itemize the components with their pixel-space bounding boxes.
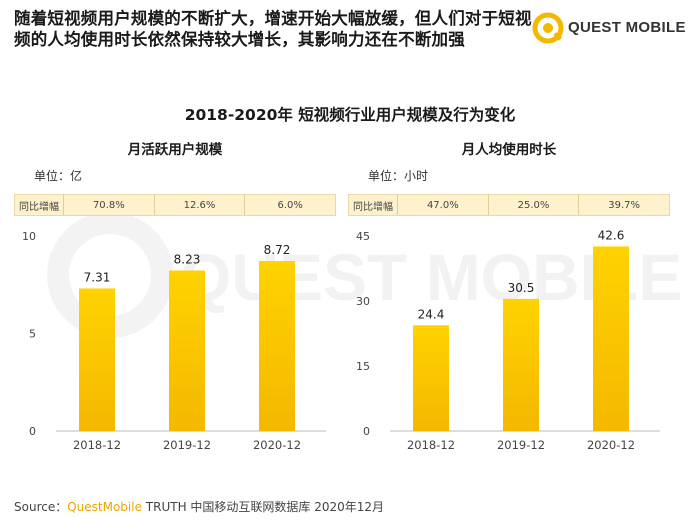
x-tick-label: 2019-12 bbox=[163, 438, 211, 452]
main-title: 2018-2020年 短视频行业用户规模及行为变化 bbox=[184, 106, 516, 124]
chart-title: 月活跃用户规模 bbox=[127, 142, 223, 158]
bar-chart: 0 5 10 7.31 2018-12 8.23 2019-12 8.72 2020-12 bbox=[22, 230, 326, 452]
chart-panel-mau: 月活跃用户规模 单位：亿 同比增幅 70.8% 12.6% 6.0% 0 5 10 7… bbox=[14, 130, 336, 470]
source-brand: QuestMobile bbox=[67, 500, 142, 514]
x-tick-label: 2020-12 bbox=[253, 438, 301, 452]
source-note: Source：QuestMobile TRUTH 中国移动互联网数据库 2020… bbox=[14, 498, 384, 515]
x-tick-label: 2020-12 bbox=[587, 438, 635, 452]
y-tick-label: 0 bbox=[363, 425, 370, 438]
data-label: 30.5 bbox=[508, 281, 535, 295]
y-tick-label: 0 bbox=[29, 425, 36, 438]
yoy-label: 同比增幅 bbox=[353, 201, 393, 213]
yoy-row: 同比增幅 70.8% 12.6% 6.0% bbox=[14, 194, 336, 216]
bar bbox=[503, 298, 539, 431]
bar bbox=[593, 246, 629, 431]
yoy-value: 12.6% bbox=[153, 195, 245, 215]
data-label: 8.23 bbox=[174, 253, 201, 267]
data-label: 7.31 bbox=[84, 270, 111, 284]
source-rest: TRUTH 中国移动互联网数据库 2020年12月 bbox=[141, 500, 385, 514]
yoy-row: 同比增幅 47.0% 25.0% 39.7% bbox=[348, 194, 670, 216]
yoy-value: 6.0% bbox=[244, 195, 335, 215]
questmobile-logo: QUEST MOBILE bbox=[530, 10, 690, 48]
x-tick-label: 2019-12 bbox=[497, 438, 545, 452]
yoy-value: 47.0% bbox=[397, 195, 488, 215]
y-tick-label: 5 bbox=[29, 328, 36, 341]
unit-label: 单位：小时 bbox=[368, 169, 429, 183]
bar-chart: 0 15 30 45 24.4 2018-12 30.5 2019-12 42.6 2020-12 bbox=[356, 228, 660, 452]
headline: 随着短视频用户规模的不断扩大，增速开始大幅放缓，但人们对于短视频的人均使用时长依… bbox=[14, 9, 532, 49]
y-tick-label: 10 bbox=[22, 230, 36, 243]
yoy-value: 25.0% bbox=[487, 195, 579, 215]
yoy-value: 70.8% bbox=[63, 195, 154, 215]
x-tick-label: 2018-12 bbox=[407, 438, 455, 452]
x-tick-label: 2018-12 bbox=[73, 438, 121, 452]
bar bbox=[79, 288, 115, 431]
source-prefix: Source： bbox=[14, 500, 68, 514]
y-tick-label: 15 bbox=[356, 360, 370, 373]
chart-panel-duration: 月人均使用时长 单位：小时 同比增幅 47.0% 25.0% 39.7% 0 15… bbox=[348, 130, 670, 470]
bar bbox=[413, 325, 449, 431]
chart-title: 月人均使用时长 bbox=[461, 142, 557, 158]
data-label: 24.4 bbox=[418, 307, 445, 321]
logo-text: QUEST MOBILE bbox=[568, 19, 686, 36]
bar bbox=[169, 270, 205, 431]
data-label: 42.6 bbox=[598, 228, 625, 242]
yoy-value: 39.7% bbox=[578, 195, 669, 215]
questmobile-logo-icon bbox=[532, 12, 564, 44]
y-tick-label: 30 bbox=[356, 295, 370, 308]
yoy-label: 同比增幅 bbox=[19, 201, 59, 213]
y-tick-label: 45 bbox=[356, 230, 370, 243]
bar bbox=[259, 260, 295, 431]
data-label: 8.72 bbox=[264, 243, 291, 257]
unit-label: 单位：亿 bbox=[34, 169, 83, 183]
